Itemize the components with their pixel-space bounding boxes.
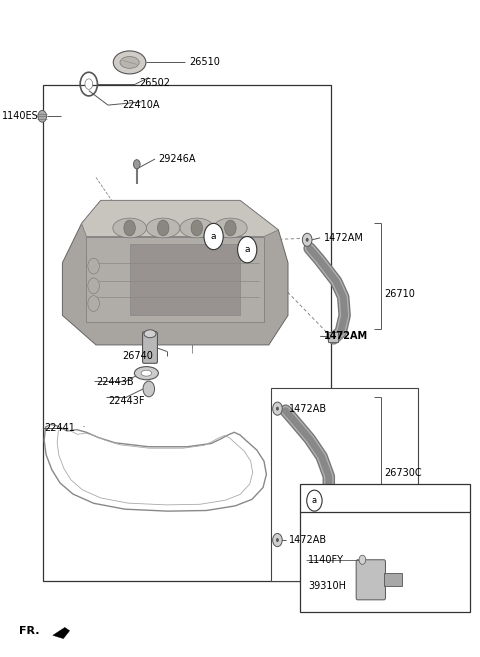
Circle shape bbox=[225, 220, 236, 236]
Polygon shape bbox=[82, 200, 278, 237]
Circle shape bbox=[88, 258, 99, 274]
FancyBboxPatch shape bbox=[356, 560, 385, 600]
Ellipse shape bbox=[134, 367, 158, 380]
FancyBboxPatch shape bbox=[43, 85, 331, 581]
Text: 26510: 26510 bbox=[190, 57, 220, 68]
Circle shape bbox=[273, 533, 282, 547]
FancyBboxPatch shape bbox=[300, 484, 470, 612]
Circle shape bbox=[302, 233, 312, 246]
Polygon shape bbox=[53, 627, 70, 639]
Polygon shape bbox=[86, 237, 264, 322]
Circle shape bbox=[238, 237, 257, 263]
Text: 22443B: 22443B bbox=[96, 377, 133, 388]
Text: 39310H: 39310H bbox=[308, 581, 346, 591]
Ellipse shape bbox=[180, 218, 214, 238]
Ellipse shape bbox=[113, 218, 146, 238]
Text: 26740: 26740 bbox=[122, 351, 153, 361]
Text: a: a bbox=[244, 245, 250, 254]
Text: a: a bbox=[211, 232, 216, 241]
Text: 1472AM: 1472AM bbox=[324, 331, 368, 342]
Circle shape bbox=[38, 110, 47, 122]
Ellipse shape bbox=[120, 57, 139, 68]
Circle shape bbox=[307, 490, 322, 511]
Circle shape bbox=[273, 402, 282, 415]
Text: 22410A: 22410A bbox=[122, 100, 160, 110]
Text: 26730C: 26730C bbox=[384, 468, 421, 478]
FancyBboxPatch shape bbox=[384, 573, 402, 586]
Circle shape bbox=[133, 160, 140, 169]
Circle shape bbox=[306, 238, 309, 242]
Text: 1140FY: 1140FY bbox=[308, 555, 344, 565]
Ellipse shape bbox=[141, 371, 152, 376]
Polygon shape bbox=[62, 200, 288, 345]
Text: 26502: 26502 bbox=[139, 78, 170, 89]
Circle shape bbox=[157, 220, 169, 236]
FancyBboxPatch shape bbox=[271, 388, 418, 581]
Text: 1140ES: 1140ES bbox=[2, 111, 39, 122]
Circle shape bbox=[143, 381, 155, 397]
Circle shape bbox=[88, 278, 99, 294]
Circle shape bbox=[359, 555, 366, 564]
Circle shape bbox=[276, 407, 279, 411]
Ellipse shape bbox=[113, 51, 146, 74]
Polygon shape bbox=[130, 244, 240, 315]
Ellipse shape bbox=[146, 218, 180, 238]
Text: 1472AB: 1472AB bbox=[289, 403, 327, 414]
Text: a: a bbox=[312, 496, 317, 505]
Ellipse shape bbox=[144, 330, 156, 338]
Circle shape bbox=[85, 79, 93, 89]
Ellipse shape bbox=[214, 218, 247, 238]
Text: 26710: 26710 bbox=[384, 289, 415, 300]
Text: FR.: FR. bbox=[19, 625, 40, 636]
Circle shape bbox=[191, 220, 203, 236]
Text: 22441: 22441 bbox=[45, 423, 75, 434]
Text: 1472AM: 1472AM bbox=[324, 233, 364, 243]
Text: 1472AB: 1472AB bbox=[289, 535, 327, 545]
Text: 22443F: 22443F bbox=[108, 396, 144, 406]
Circle shape bbox=[276, 538, 279, 542]
Text: 29246A: 29246A bbox=[158, 154, 196, 164]
Circle shape bbox=[88, 296, 99, 311]
Circle shape bbox=[124, 220, 135, 236]
FancyBboxPatch shape bbox=[328, 332, 338, 342]
Circle shape bbox=[204, 223, 223, 250]
FancyBboxPatch shape bbox=[143, 332, 157, 363]
